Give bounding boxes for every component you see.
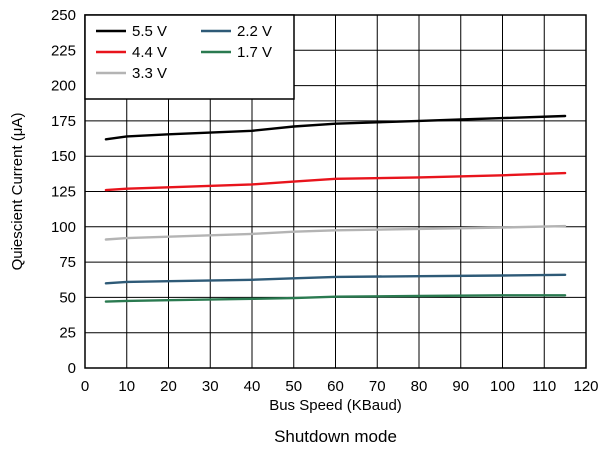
legend-label: 2.2 V <box>237 23 272 40</box>
legend-label: 4.4 V <box>132 44 167 61</box>
y-tick-label: 125 <box>51 184 76 201</box>
x-tick-label: 90 <box>452 378 469 395</box>
x-tick-label: 50 <box>285 378 302 395</box>
series-line <box>104 224 567 241</box>
y-tick-label: 175 <box>51 113 76 130</box>
y-tick-labels: 0 25 50 75 100 125 150 175 200 225 250 <box>51 7 76 377</box>
series-line <box>104 273 567 285</box>
y-tick-label: 200 <box>51 78 76 95</box>
y-tick-label: 75 <box>59 254 76 271</box>
y-tick-label: 250 <box>51 7 76 24</box>
legend-box <box>84 14 295 100</box>
x-tick-label: 20 <box>160 378 177 395</box>
x-tick-label: 30 <box>202 378 219 395</box>
x-tick-labels: 0 10 20 30 40 50 60 70 80 90 100 110 120 <box>81 378 599 395</box>
x-tick-label: 40 <box>244 378 261 395</box>
y-axis-label: Quiescient Current (μA) <box>9 113 26 271</box>
y-tick-label: 50 <box>59 289 76 306</box>
chart-caption: Shutdown mode <box>274 427 397 446</box>
x-tick-label: 100 <box>490 378 515 395</box>
x-tick-label: 0 <box>81 378 89 395</box>
x-tick-label: 10 <box>118 378 135 395</box>
y-tick-label: 225 <box>51 42 76 59</box>
legend-label: 3.3 V <box>132 65 167 82</box>
series-line <box>104 114 567 141</box>
x-tick-label: 80 <box>411 378 428 395</box>
y-tick-label: 0 <box>68 360 76 377</box>
legend-label: 5.5 V <box>132 23 167 40</box>
x-tick-label: 110 <box>532 378 556 395</box>
plot-frame <box>84 14 587 369</box>
x-tick-label: 60 <box>327 378 344 395</box>
y-tick-label: 25 <box>59 325 76 342</box>
x-axis-label: Bus Speed (KBaud) <box>269 397 402 414</box>
x-tick-label: 70 <box>369 378 386 395</box>
y-tick-label: 100 <box>51 219 76 236</box>
legend: 5.5 V 4.4 V 3.3 V 2.2 V 1.7 V <box>84 14 295 100</box>
x-tick-label: 120 <box>573 378 598 395</box>
y-tick-label: 150 <box>51 148 76 165</box>
legend-label: 1.7 V <box>237 44 272 61</box>
series-lines <box>104 114 567 303</box>
series-line <box>104 171 567 192</box>
series-line <box>104 294 567 303</box>
